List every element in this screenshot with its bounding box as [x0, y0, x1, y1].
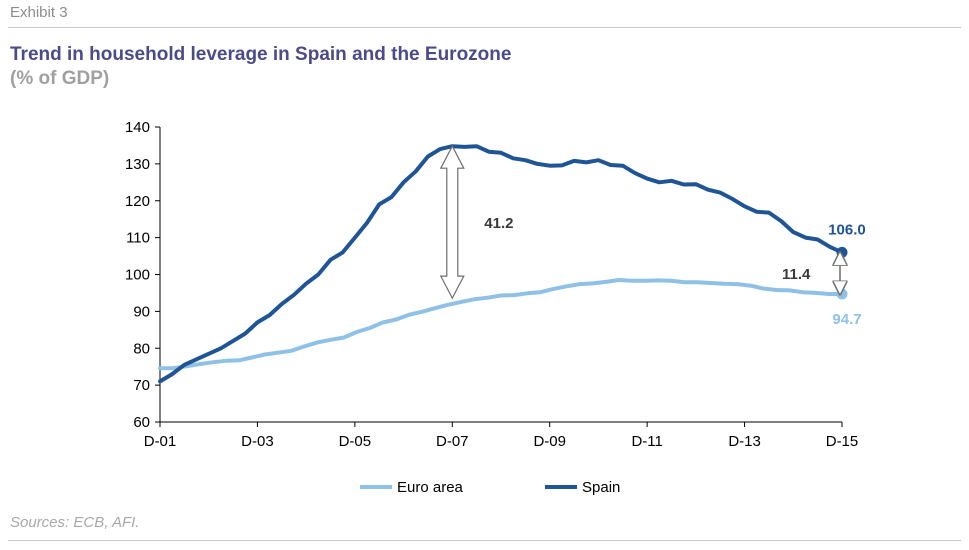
x-tick-label: D-01	[144, 433, 177, 450]
y-tick-label: 100	[125, 267, 150, 284]
difference-arrow	[439, 144, 465, 300]
y-tick-label: 110	[126, 230, 150, 247]
y-tick-label: 130	[125, 156, 150, 173]
bottom-divider	[8, 540, 961, 541]
exhibit-label: Exhibit 3	[10, 4, 68, 21]
y-tick-label: 140	[125, 119, 150, 136]
x-tick-label: D-15	[826, 433, 859, 450]
legend: Euro area Spain	[360, 479, 620, 496]
chart-title: Trend in household leverage in Spain and…	[10, 44, 512, 65]
series-line-spain	[158, 144, 844, 384]
legend-label: Euro area	[397, 479, 464, 496]
y-tick-label: 120	[125, 193, 150, 210]
y-tick-label: 70	[133, 377, 150, 394]
y-tick-labels: 60 70 80 90 100 110 120 130 140	[125, 119, 150, 431]
series-line-euro-area	[158, 278, 844, 371]
x-tick-labels: D-01 D-03 D-05 D-07 D-09 D-11 D-13 D-15	[144, 433, 859, 450]
difference-label: 41.2	[484, 215, 513, 232]
end-point-marker	[836, 288, 848, 300]
y-tick-label: 80	[133, 340, 150, 357]
end-value-label: 106.0	[828, 221, 866, 238]
x-tick-label: D-09	[533, 433, 566, 450]
x-tick-label: D-07	[436, 433, 469, 450]
x-tick-label: D-13	[728, 433, 761, 450]
x-tick-label: D-11	[631, 433, 662, 450]
series-lines	[158, 144, 844, 384]
y-tick-label: 90	[133, 303, 150, 320]
x-tick-label: D-03	[241, 433, 274, 450]
legend-label: Spain	[582, 479, 620, 496]
source-note: Sources: ECB, AFI.	[10, 514, 140, 531]
end-point-marker	[836, 246, 848, 258]
chart-subtitle: (% of GDP)	[10, 68, 110, 89]
end-value-label: 94.7	[832, 311, 861, 328]
annotations: 106.0 94.7 41.2 11.4	[439, 144, 866, 328]
y-tick-label: 60	[133, 414, 150, 431]
difference-label: 11.4	[782, 266, 811, 283]
x-tick-label: D-05	[339, 433, 372, 450]
axes	[155, 126, 843, 427]
top-divider	[8, 27, 961, 28]
